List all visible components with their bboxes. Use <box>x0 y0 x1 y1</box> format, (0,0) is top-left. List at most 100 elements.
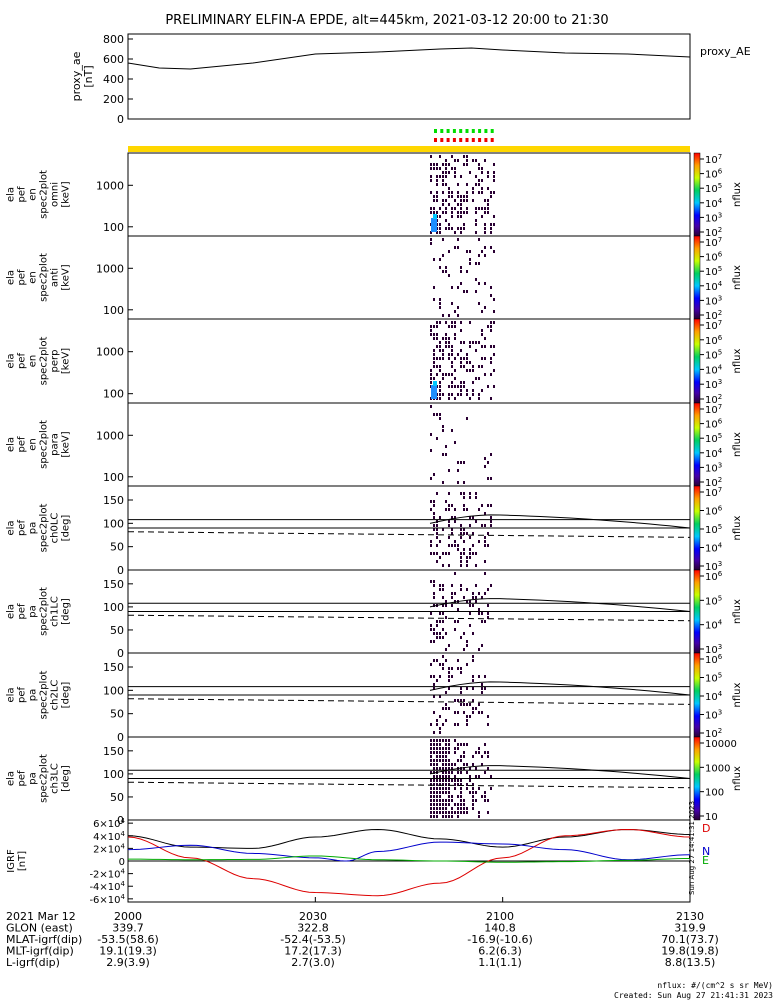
ylabel-line: pef <box>17 186 28 203</box>
data-cell <box>451 167 453 170</box>
spectrogram-cells <box>430 739 492 818</box>
data-cell <box>466 353 468 356</box>
data-cell <box>460 703 462 706</box>
colorbar-tick-label: 104 <box>705 542 723 555</box>
data-cell <box>463 504 465 507</box>
data-cell <box>481 250 483 253</box>
data-cell <box>475 183 477 186</box>
ylabel-line: pa <box>28 772 39 784</box>
data-cell <box>430 433 432 436</box>
data-cell <box>430 369 432 372</box>
y-tick-label: 150 <box>103 578 124 591</box>
data-cell <box>463 807 465 810</box>
data-cell <box>436 779 438 782</box>
data-cell <box>490 397 492 400</box>
igrf-series-total <box>127 828 691 849</box>
data-cell <box>445 445 447 448</box>
data-cell <box>439 695 441 698</box>
data-cell <box>478 811 480 814</box>
data-cell <box>442 171 444 174</box>
data-cell <box>439 349 441 352</box>
proxy-ae-panel: 800 600 400 200 0 proxy_ae [nT] proxy_AE <box>70 33 751 126</box>
data-cell <box>448 564 450 567</box>
data-cell <box>442 353 444 356</box>
data-cell <box>484 345 486 348</box>
data-cell <box>472 532 474 535</box>
red-mark <box>471 138 475 142</box>
data-cell <box>469 624 471 627</box>
data-cell <box>430 771 432 774</box>
panel-background <box>128 403 690 486</box>
data-cell <box>460 385 462 388</box>
row-value: 1.1(1.1) <box>478 956 522 969</box>
data-cell <box>478 747 480 750</box>
colorbar-tick-label: 104 <box>705 619 723 632</box>
data-cell <box>445 783 447 786</box>
data-cell <box>439 341 441 344</box>
data-cell <box>457 227 459 230</box>
colorbar-tick-label: 106 <box>705 168 723 181</box>
data-cell <box>466 640 468 643</box>
data-cell <box>454 159 456 162</box>
data-cell <box>493 191 495 194</box>
data-cell <box>481 333 483 336</box>
data-cell <box>436 743 438 746</box>
loss-cone-lines <box>127 681 691 705</box>
row-value: 19.1(19.3) <box>99 945 157 958</box>
data-cell <box>463 381 465 384</box>
data-cell <box>481 763 483 766</box>
colorbar-label: nflux <box>732 182 743 207</box>
data-cell <box>436 739 438 742</box>
data-cell <box>472 679 474 682</box>
panel-ylabel: ela pef pa spec2plot ch2LC [deg] <box>6 671 72 720</box>
data-cell <box>490 195 492 198</box>
panel-ch2LC: 150 100 50 0 ela pef pa spec2plot ch2LC [deg] 106 1… <box>6 652 743 744</box>
data-cell <box>466 159 468 162</box>
data-cell <box>436 624 438 627</box>
data-cell <box>442 663 444 666</box>
data-cell <box>448 799 450 802</box>
data-cell <box>472 799 474 802</box>
data-cell <box>490 361 492 364</box>
dashed-loss-cone <box>127 781 691 789</box>
data-cell <box>439 715 441 718</box>
data-cell <box>469 556 471 559</box>
data-cell <box>433 687 435 690</box>
proxy-ae-frame <box>127 33 691 120</box>
data-cell <box>469 321 471 324</box>
spectrogram-cells <box>430 405 492 484</box>
data-cell <box>448 520 450 523</box>
data-cell <box>466 250 468 253</box>
igrf-series-D <box>127 828 691 897</box>
data-cell <box>472 552 474 555</box>
ylabel-line: ch0LC <box>50 513 61 544</box>
data-cell <box>481 711 483 714</box>
data-cell <box>442 349 444 352</box>
data-cell <box>493 345 495 348</box>
data-cell <box>433 791 435 794</box>
data-cell <box>457 183 459 186</box>
data-cell <box>451 373 453 376</box>
data-cell <box>466 715 468 718</box>
data-cell <box>451 771 453 774</box>
data-cell <box>460 393 462 396</box>
data-cell <box>457 159 459 162</box>
data-cell <box>442 337 444 340</box>
data-cell <box>460 203 462 206</box>
panel-background <box>128 236 690 319</box>
panel-ch1LC: 150 100 50 0 ela pef pa spec2plot ch1LC [deg] 106 1… <box>6 569 743 660</box>
data-cell <box>430 747 432 750</box>
ylabel-line: proxy_ae <box>70 51 83 101</box>
data-cell <box>460 803 462 806</box>
data-cell <box>460 381 462 384</box>
data-cell <box>451 345 453 348</box>
colorbar-label: nflux <box>732 348 743 373</box>
data-cell <box>433 795 435 798</box>
data-cell <box>445 707 447 710</box>
data-cell <box>484 306 486 309</box>
data-cell <box>475 377 477 380</box>
data-cell <box>466 783 468 786</box>
data-cell <box>487 504 489 507</box>
data-cell <box>463 763 465 766</box>
y-tick-label: 100 <box>103 601 124 614</box>
